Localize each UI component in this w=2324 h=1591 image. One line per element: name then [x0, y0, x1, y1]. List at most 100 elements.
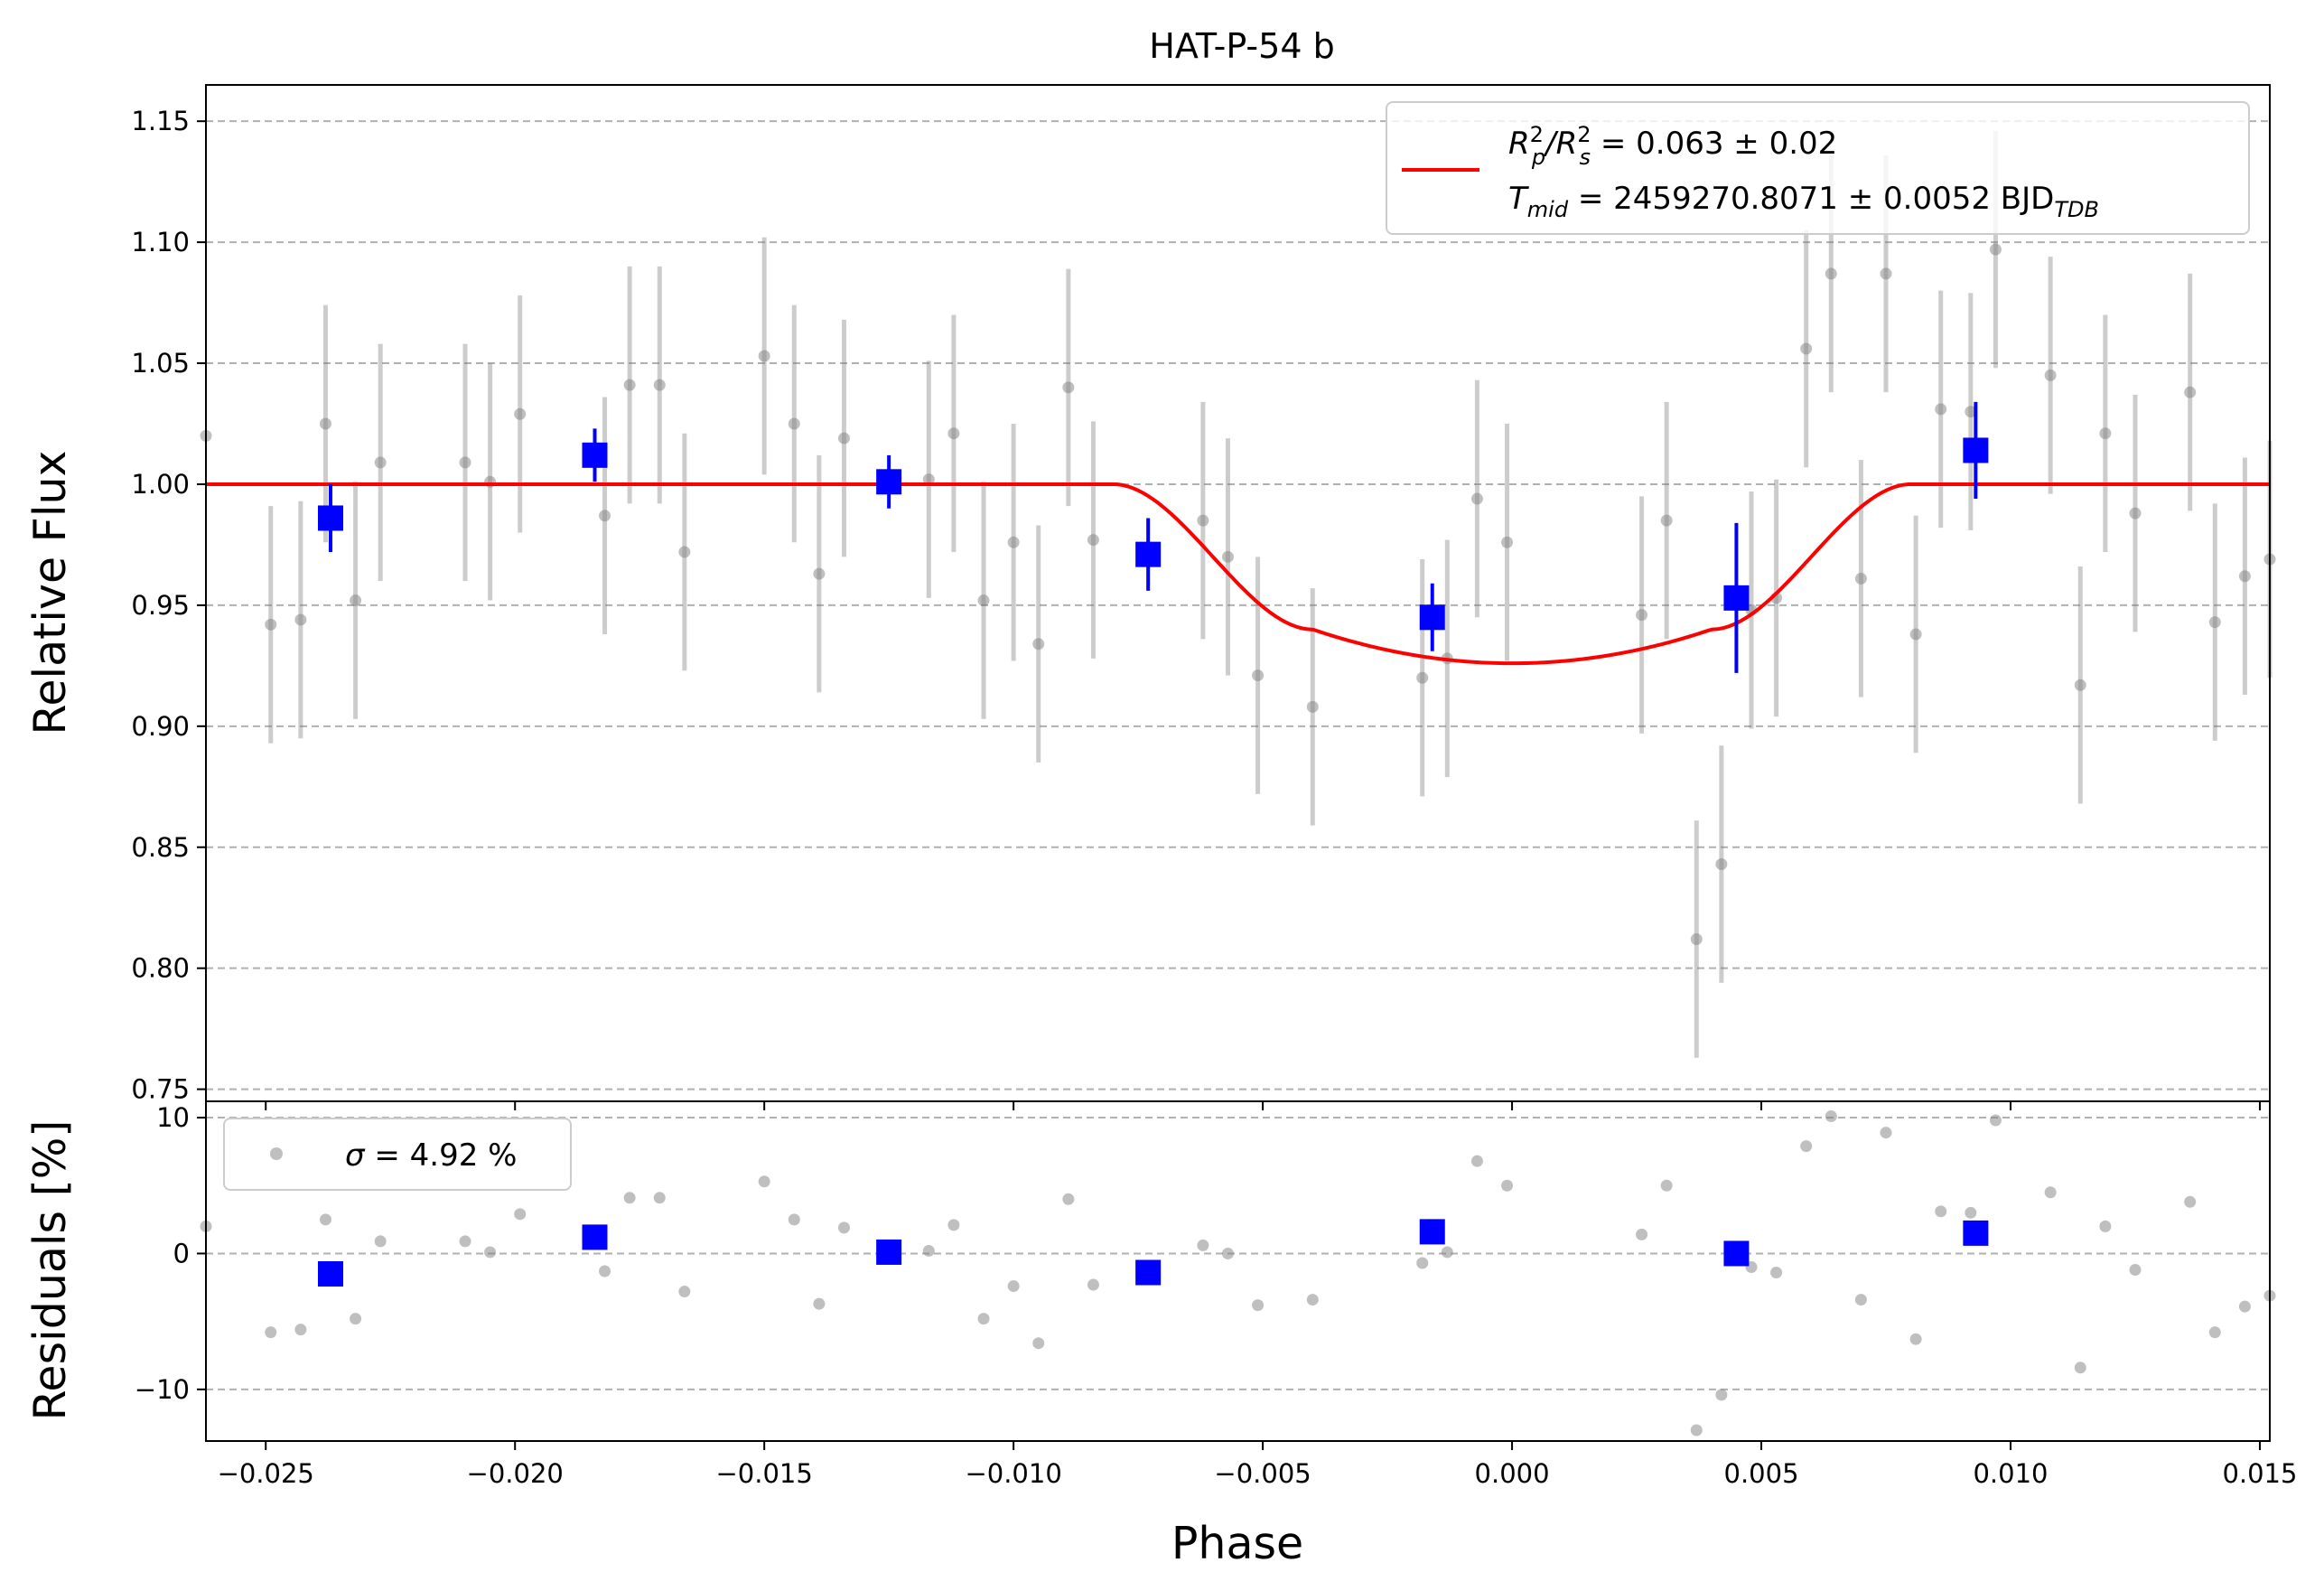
binned-residual-point [1723, 1240, 1750, 1267]
top-legend: R2 p/R2 s = 0.063 ± 0.02 Tmid = 2459270.80… [1386, 101, 2250, 235]
residual-point [947, 1219, 960, 1231]
x-tick-label: 0.000 [1475, 1458, 1550, 1489]
raw-data-point [758, 350, 770, 362]
residual-point [1854, 1294, 1867, 1306]
raw-data-point [350, 594, 362, 607]
raw-data-point [1087, 534, 1099, 547]
residual-point [1770, 1267, 1783, 1279]
top-y-tick-label: 1.05 [131, 348, 190, 379]
binned-data-point [317, 505, 343, 531]
residual-point [265, 1326, 277, 1339]
raw-data-point [1306, 700, 1319, 713]
binned-data-point [1419, 604, 1445, 631]
residual-point [1965, 1206, 1977, 1219]
x-tick-label: −0.015 [716, 1458, 813, 1489]
bottom-panel-x-ticks: −0.025 −0.020 −0.015 −0.010 −0.005 0.000 0.005… [218, 1441, 2297, 1489]
raw-data-point [1636, 609, 1648, 622]
bottom-panel-y-ticks: −10 0 10 [135, 1102, 206, 1405]
raw-data-point [294, 613, 307, 626]
legend-sigma-label: σ = 4.92 % [345, 1137, 517, 1174]
raw-data-point [1909, 628, 1922, 641]
bottom-legend: σ = 4.92 % [223, 1118, 572, 1191]
raw-data-point [374, 456, 387, 469]
top-panel-binned-points [317, 401, 1989, 673]
raw-data-point [1007, 536, 1020, 548]
raw-data-point [947, 427, 960, 440]
raw-data-point [2184, 386, 2197, 398]
binned-data-point [1963, 437, 1989, 463]
raw-data-point [1221, 550, 1234, 563]
residual-point [1501, 1179, 1514, 1192]
residual-point [2099, 1220, 2112, 1232]
raw-data-point [2208, 616, 2221, 629]
residual-point [1087, 1278, 1099, 1291]
raw-data-point [1032, 638, 1045, 650]
raw-data-point [1416, 671, 1429, 684]
top-y-axis-label: Relative Flux [24, 450, 76, 735]
residual-point [1197, 1239, 1209, 1251]
residual-point [1306, 1294, 1319, 1306]
residual-point [350, 1313, 362, 1325]
raw-data-point [599, 510, 611, 522]
raw-data-point [1660, 514, 1673, 527]
raw-data-point [514, 407, 527, 420]
x-tick-label: −0.005 [1214, 1458, 1311, 1489]
residual-point [599, 1265, 611, 1277]
x-tick-label: −0.010 [965, 1458, 1061, 1489]
raw-data-point [1501, 536, 1514, 548]
residual-point [623, 1192, 636, 1204]
residual-point [1989, 1114, 2002, 1127]
raw-data-point [1965, 406, 1977, 418]
residual-point [484, 1246, 497, 1259]
residual-point [1007, 1280, 1020, 1293]
residual-point [1032, 1337, 1045, 1350]
raw-data-point [1825, 267, 1837, 280]
bottom-y-tick-label: 10 [156, 1102, 190, 1133]
residual-point [813, 1297, 826, 1310]
raw-data-point [788, 417, 800, 430]
raw-data-point [813, 567, 826, 580]
raw-data-point [623, 379, 636, 391]
top-y-tick-label: 0.80 [131, 953, 190, 984]
top-y-tick-label: 0.75 [131, 1074, 190, 1105]
binned-data-point [876, 469, 902, 495]
x-tick-label: 0.005 [1724, 1458, 1799, 1489]
legend-residual-marker [270, 1147, 283, 1160]
raw-data-point [653, 379, 666, 391]
raw-data-point [1935, 403, 1947, 416]
residual-point [837, 1221, 850, 1234]
raw-data-point [678, 546, 691, 558]
x-axis-label: Phase [1171, 1518, 1303, 1569]
raw-data-point [922, 473, 935, 486]
x-tick-label: −0.025 [218, 1458, 314, 1489]
residual-point [1909, 1333, 1922, 1345]
top-y-tick-label: 1.00 [131, 469, 190, 500]
residual-point [1416, 1257, 1429, 1269]
binned-residual-point [876, 1239, 902, 1265]
binned-data-point [1135, 541, 1162, 567]
top-panel-grid [206, 120, 2270, 1090]
raw-data-point [1470, 492, 1483, 505]
top-y-tick-label: 0.90 [131, 711, 190, 742]
binned-residual-point [1419, 1219, 1445, 1245]
residual-point [1221, 1247, 1234, 1259]
binned-residual-point [1135, 1259, 1162, 1286]
raw-data-point [2238, 570, 2251, 583]
bottom-y-tick-label: 0 [173, 1238, 190, 1268]
residual-point [788, 1213, 800, 1226]
raw-data-point [1715, 858, 1728, 870]
residual-point [2208, 1326, 2221, 1339]
residual-point [653, 1192, 666, 1204]
bottom-y-tick-label: −10 [135, 1374, 190, 1405]
residual-point [1825, 1110, 1837, 1123]
residual-point [2184, 1195, 2197, 1208]
raw-data-point [1690, 933, 1703, 946]
residual-point [1062, 1193, 1075, 1205]
top-y-tick-label: 0.95 [131, 590, 190, 621]
top-panel-raw-points [200, 130, 2276, 1058]
binned-data-point [1723, 585, 1750, 611]
residual-point [1252, 1299, 1265, 1312]
legend-tmid-label: Tmid = 2459270.8071 ± 0.0052 BJDTDB [1508, 181, 2099, 222]
residual-point [319, 1213, 331, 1226]
residual-point [1470, 1155, 1483, 1167]
